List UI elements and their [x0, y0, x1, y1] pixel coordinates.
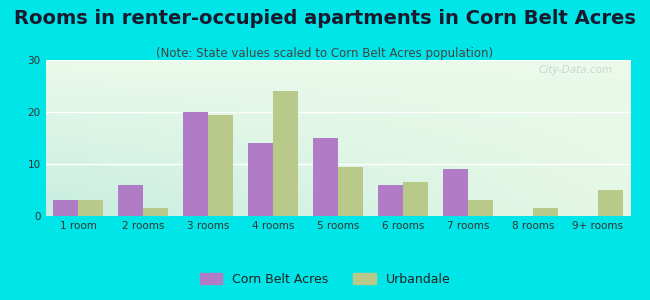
- Text: (Note: State values scaled to Corn Belt Acres population): (Note: State values scaled to Corn Belt …: [157, 46, 493, 59]
- Bar: [78, 200, 103, 216]
- Bar: [183, 112, 208, 216]
- Bar: [118, 185, 143, 216]
- Bar: [468, 200, 493, 216]
- Text: Rooms in renter-occupied apartments in Corn Belt Acres: Rooms in renter-occupied apartments in C…: [14, 9, 636, 28]
- Bar: [143, 208, 168, 216]
- Bar: [338, 167, 363, 216]
- Bar: [443, 169, 468, 216]
- Bar: [273, 91, 298, 216]
- Bar: [248, 143, 273, 216]
- Bar: [313, 138, 338, 216]
- Text: City-Data.com: City-Data.com: [539, 65, 613, 75]
- Bar: [208, 115, 233, 216]
- Legend: Corn Belt Acres, Urbandale: Corn Belt Acres, Urbandale: [194, 268, 456, 291]
- Bar: [53, 200, 78, 216]
- Bar: [533, 208, 558, 216]
- Bar: [403, 182, 428, 216]
- Bar: [598, 190, 623, 216]
- Bar: [378, 185, 403, 216]
